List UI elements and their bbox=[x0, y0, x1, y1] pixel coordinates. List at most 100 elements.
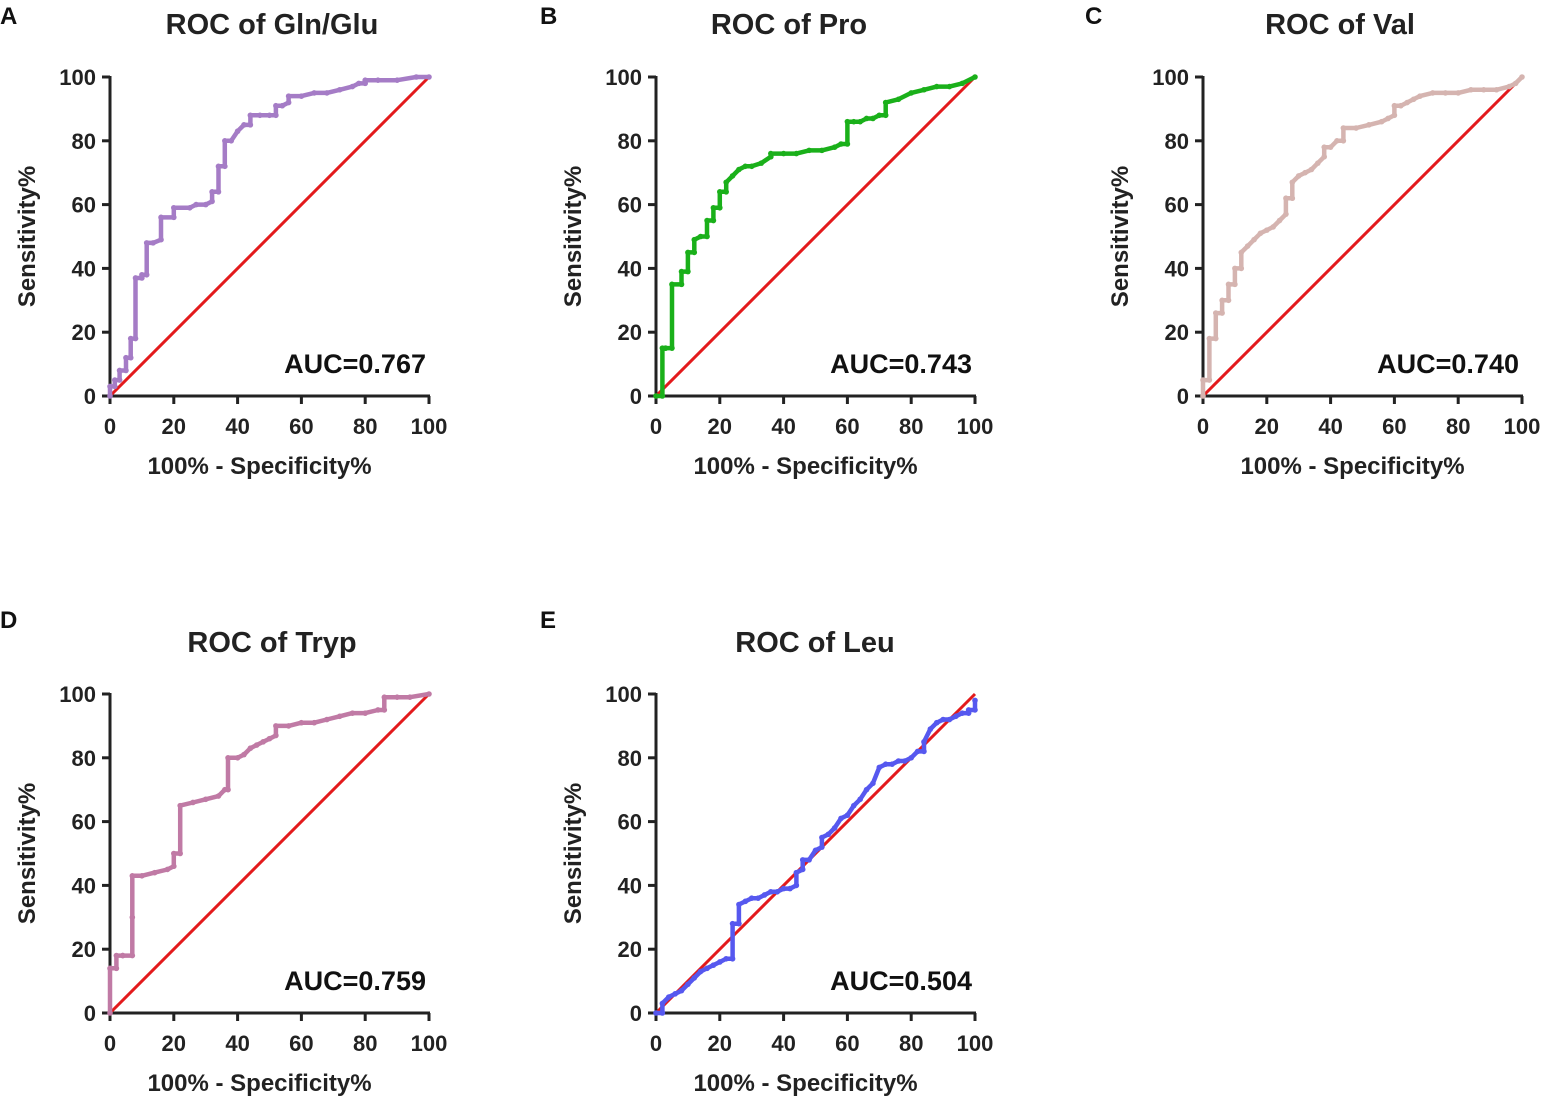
roc-point bbox=[768, 888, 774, 895]
roc-point bbox=[736, 901, 742, 908]
roc-point bbox=[225, 786, 231, 793]
roc-point bbox=[215, 189, 222, 195]
roc-point bbox=[825, 831, 832, 838]
roc-point bbox=[349, 83, 356, 90]
y-tick-label: 40 bbox=[72, 256, 96, 281]
roc-point bbox=[336, 86, 343, 93]
roc-point bbox=[193, 201, 199, 208]
y-axis-label: Sensitivity% bbox=[14, 166, 41, 307]
roc-point bbox=[1442, 90, 1449, 96]
roc-point bbox=[349, 710, 356, 716]
roc-point bbox=[965, 707, 972, 713]
y-tick-label: 80 bbox=[618, 746, 642, 771]
roc-point bbox=[787, 885, 793, 892]
roc-point bbox=[729, 920, 736, 927]
roc-point bbox=[1232, 265, 1238, 272]
roc-point bbox=[678, 987, 685, 994]
roc-point bbox=[678, 281, 685, 288]
roc-point bbox=[1468, 86, 1474, 93]
roc-point bbox=[1397, 102, 1404, 109]
roc-point bbox=[736, 166, 742, 173]
roc-point bbox=[662, 345, 669, 351]
roc-point bbox=[972, 707, 978, 713]
x-tick-label: 40 bbox=[1318, 414, 1342, 439]
roc-point bbox=[123, 354, 129, 361]
x-tick-label: 60 bbox=[1382, 414, 1406, 439]
roc-point bbox=[946, 83, 953, 90]
roc-point bbox=[742, 898, 749, 905]
y-tick-label: 20 bbox=[618, 320, 642, 345]
roc-point bbox=[717, 189, 723, 195]
x-tick-label: 40 bbox=[771, 414, 795, 439]
y-tick-label: 20 bbox=[1165, 320, 1189, 345]
roc-point bbox=[876, 764, 883, 771]
roc-point bbox=[260, 739, 266, 745]
roc-point bbox=[882, 112, 889, 119]
x-axis-label: 100% - Specificity% bbox=[693, 453, 917, 480]
roc-point bbox=[111, 377, 118, 383]
roc-point bbox=[972, 74, 978, 80]
y-tick-label: 20 bbox=[618, 937, 642, 962]
roc-point bbox=[1232, 281, 1238, 288]
roc-point bbox=[831, 144, 838, 150]
roc-point bbox=[793, 150, 800, 157]
y-tick-label: 100 bbox=[1152, 65, 1189, 90]
roc-point bbox=[215, 163, 222, 170]
roc-point bbox=[659, 1010, 666, 1016]
roc-point bbox=[311, 90, 317, 96]
roc-point bbox=[234, 755, 241, 761]
panel-letter: B bbox=[540, 3, 557, 30]
x-tick-label: 60 bbox=[835, 414, 859, 439]
roc-point bbox=[132, 275, 139, 281]
roc-point bbox=[324, 90, 330, 96]
roc-point bbox=[247, 122, 254, 128]
roc-point bbox=[1238, 265, 1245, 272]
roc-point bbox=[375, 77, 381, 83]
roc-panel-e: E ROC of Leu 0 20 40 60 80 100 0 20 40 60 80 100 100% … bbox=[540, 607, 993, 1097]
x-tick-label: 20 bbox=[708, 414, 732, 439]
chart-title: ROC of Gln/Glu bbox=[166, 9, 379, 41]
roc-point bbox=[113, 952, 120, 959]
roc-point bbox=[710, 217, 717, 224]
roc-point bbox=[1302, 169, 1308, 176]
x-tick-label: 60 bbox=[835, 1031, 859, 1056]
roc-point bbox=[273, 723, 279, 729]
roc-point bbox=[107, 965, 113, 972]
auc-label: AUC=0.504 bbox=[830, 966, 972, 996]
roc-points bbox=[107, 74, 432, 399]
auc-label: AUC=0.743 bbox=[830, 349, 972, 379]
reference-line bbox=[108, 75, 431, 398]
roc-point bbox=[717, 959, 723, 965]
roc-point bbox=[838, 141, 844, 147]
auc-label: AUC=0.759 bbox=[284, 966, 426, 996]
roc-point bbox=[158, 236, 164, 243]
roc-point bbox=[921, 86, 927, 93]
roc-point bbox=[1283, 211, 1289, 217]
roc-point bbox=[107, 383, 113, 390]
roc-point bbox=[780, 150, 787, 157]
roc-point bbox=[266, 735, 273, 742]
roc-point bbox=[228, 138, 235, 144]
roc-point bbox=[921, 748, 927, 755]
roc-point bbox=[225, 755, 231, 761]
y-tick-label: 60 bbox=[618, 810, 642, 835]
roc-point bbox=[375, 707, 381, 713]
y-tick-label: 20 bbox=[72, 320, 96, 345]
roc-point bbox=[863, 786, 870, 793]
roc-point bbox=[812, 847, 819, 854]
y-tick-label: 40 bbox=[1165, 256, 1189, 281]
roc-point bbox=[171, 850, 177, 857]
x-tick-label: 100 bbox=[957, 414, 994, 439]
x-tick-label: 0 bbox=[104, 1031, 116, 1056]
roc-point bbox=[1289, 195, 1296, 202]
x-tick-label: 60 bbox=[289, 1031, 313, 1056]
x-tick-label: 20 bbox=[708, 1031, 732, 1056]
y-tick-label: 60 bbox=[72, 810, 96, 835]
roc-point bbox=[1455, 90, 1461, 96]
y-tick-label: 0 bbox=[84, 384, 96, 409]
roc-point bbox=[202, 796, 209, 803]
roc-point bbox=[844, 812, 851, 819]
roc-point bbox=[723, 179, 729, 186]
roc-point bbox=[158, 214, 164, 221]
roc-point bbox=[704, 233, 710, 240]
